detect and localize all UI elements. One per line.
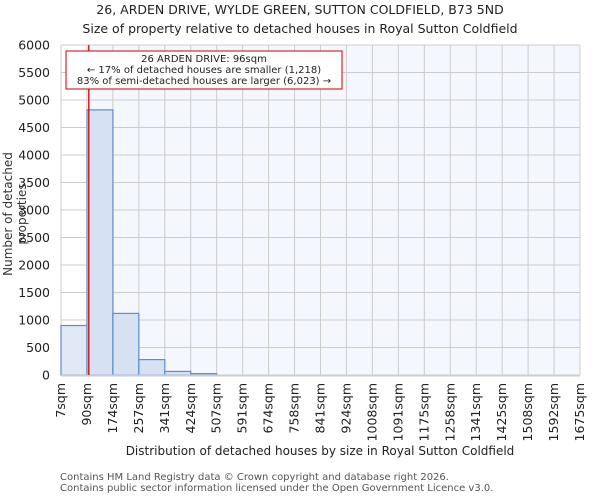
histogram-bar xyxy=(112,312,140,376)
x-tick-label: 7sqm xyxy=(53,383,68,418)
x-tick-label: 674sqm xyxy=(261,383,276,433)
y-tick-label: 1500 xyxy=(18,285,50,300)
y-axis-label: Number of detached properties xyxy=(1,152,29,276)
x-tick-label: 90sqm xyxy=(79,383,94,426)
y-tick-label: 5500 xyxy=(18,65,50,80)
y-tick-label: 1000 xyxy=(18,313,50,328)
y-tick-label: 4500 xyxy=(18,120,50,135)
footer-line-2: Contains public sector information licen… xyxy=(60,482,494,494)
x-tick-label: 424sqm xyxy=(183,383,198,433)
y-tick-label: 2000 xyxy=(18,258,50,273)
histogram-bar xyxy=(164,370,192,376)
x-tick-label: 591sqm xyxy=(235,383,250,433)
histogram-bar xyxy=(86,109,114,376)
histogram-bar xyxy=(60,324,88,376)
annotation-box: 26 ARDEN DRIVE: 96sqm ← 17% of detached … xyxy=(65,50,343,90)
y-axis-ticks: 0 500 1000 1500 2000 2500 3000 3500 4000 4500 5000… xyxy=(18,38,50,383)
x-axis-label: Distribution of detached houses by size … xyxy=(125,444,515,458)
y-tick-label: 3000 xyxy=(18,203,50,218)
annotation-border xyxy=(65,50,343,90)
y-tick-label: 0 xyxy=(42,368,50,383)
x-tick-label: 1675sqm xyxy=(572,383,587,441)
annotation-line-1: 26 ARDEN DRIVE: 96sqm xyxy=(141,54,267,65)
x-tick-label: 1091sqm xyxy=(390,383,405,441)
x-tick-label: 1592sqm xyxy=(546,383,561,441)
annotation-line-2: ← 17% of detached houses are smaller (1,… xyxy=(87,65,321,76)
x-tick-label: 758sqm xyxy=(287,383,302,433)
x-tick-label: 257sqm xyxy=(131,383,146,433)
x-tick-label: 341sqm xyxy=(157,383,172,433)
y-tick-label: 6000 xyxy=(18,38,50,53)
x-axis-ticks: 7sqm 90sqm 174sqm 257sqm 341sqm 424sqm 507sqm 5… xyxy=(53,383,587,441)
x-tick-label: 174sqm xyxy=(105,383,120,433)
grid-lines xyxy=(60,44,581,376)
footer-attribution: Contains HM Land Registry data © Crown c… xyxy=(60,472,494,494)
y-tick-label: 3500 xyxy=(18,175,50,190)
y-tick-label: 5000 xyxy=(18,93,50,108)
y-tick-label: 4000 xyxy=(18,148,50,163)
x-tick-label: 1175sqm xyxy=(416,383,431,441)
y-tick-label: 500 xyxy=(26,340,50,355)
chart-subtitle: Size of property relative to detached ho… xyxy=(82,21,518,36)
footer-line-1: Contains HM Land Registry data © Crown c… xyxy=(60,472,449,483)
histogram-bar xyxy=(138,359,166,376)
x-tick-label: 1341sqm xyxy=(468,383,483,441)
x-tick-label: 1258sqm xyxy=(442,383,457,441)
x-tick-label: 1425sqm xyxy=(494,383,509,441)
x-tick-label: 841sqm xyxy=(313,383,328,433)
x-tick-label: 1508sqm xyxy=(520,383,535,441)
x-tick-label: 507sqm xyxy=(209,383,224,433)
y-tick-label: 2500 xyxy=(18,230,50,245)
x-tick-label: 1008sqm xyxy=(364,383,379,441)
chart-title: 26, ARDEN DRIVE, WYLDE GREEN, SUTTON COL… xyxy=(96,2,504,17)
x-tick-label: 924sqm xyxy=(338,383,353,433)
histogram-bars xyxy=(60,109,218,376)
annotation-line-3: 83% of semi-detached houses are larger (… xyxy=(77,76,331,87)
